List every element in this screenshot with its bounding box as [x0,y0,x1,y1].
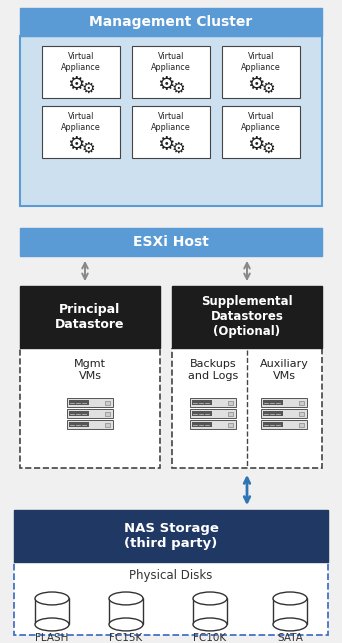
Bar [261,398,307,407]
Bar [67,409,113,418]
Text: Management Cluster: Management Cluster [89,15,253,29]
Bar [14,510,328,562]
Bar [273,599,307,624]
Text: Supplemental
Datastores
(Optional): Supplemental Datastores (Optional) [201,296,293,338]
Text: SATA: SATA [277,633,303,643]
Bar [105,412,110,415]
Bar [109,599,143,624]
Text: ⚙: ⚙ [81,80,95,96]
Text: ⚙: ⚙ [171,80,185,96]
Bar [190,409,236,418]
Bar [263,422,283,427]
Bar [172,286,322,348]
Ellipse shape [109,618,143,631]
Bar [192,400,212,405]
Text: ⚙: ⚙ [157,134,175,154]
Bar [228,401,233,404]
Bar [299,422,304,426]
Text: Virtual
Appliance: Virtual Appliance [61,113,101,132]
Bar [132,46,210,98]
Bar [42,106,120,158]
Bar [299,401,304,404]
Text: ⚙: ⚙ [157,75,175,93]
Bar [20,36,322,206]
Ellipse shape [273,592,307,605]
Bar [190,398,236,407]
Bar [67,398,113,407]
Ellipse shape [35,592,69,605]
Text: ⚙: ⚙ [81,141,95,156]
Bar [105,422,110,426]
Text: ESXi Host: ESXi Host [133,235,209,249]
Ellipse shape [273,618,307,631]
Text: ⚙: ⚙ [261,141,275,156]
Bar [261,420,307,429]
Bar [228,422,233,426]
Text: Principal
Datastore: Principal Datastore [55,303,125,331]
Text: ⚙: ⚙ [261,80,275,96]
Bar [42,46,120,98]
Text: Backups
and Logs: Backups and Logs [188,359,238,381]
Text: Virtual
Appliance: Virtual Appliance [241,52,281,72]
Bar [20,8,322,36]
Text: ⚙: ⚙ [67,75,85,93]
Text: Virtual
Appliance: Virtual Appliance [61,52,101,72]
Bar [192,411,212,416]
Text: NAS Storage
(third party): NAS Storage (third party) [123,522,219,550]
Bar [14,562,328,635]
Bar [222,46,300,98]
Bar [69,400,89,405]
Text: ⚙: ⚙ [247,134,265,154]
Bar [193,599,227,624]
Bar [172,348,322,468]
Text: ⚙: ⚙ [171,141,185,156]
Text: FC15K: FC15K [109,633,143,643]
Bar [69,411,89,416]
Text: FLASH: FLASH [35,633,69,643]
Bar [222,106,300,158]
Bar [263,411,283,416]
Bar [228,412,233,415]
Text: FC10K: FC10K [194,633,226,643]
Bar [105,401,110,404]
Text: Virtual
Appliance: Virtual Appliance [151,52,191,72]
Bar [20,228,322,256]
Bar [190,420,236,429]
Ellipse shape [193,618,227,631]
Bar [69,422,89,427]
Text: Auxiliary
VMs: Auxiliary VMs [260,359,308,381]
Ellipse shape [193,592,227,605]
Ellipse shape [109,592,143,605]
Bar [263,400,283,405]
Ellipse shape [35,618,69,631]
Bar [132,106,210,158]
Text: Physical Disks: Physical Disks [129,570,213,583]
Bar [261,409,307,418]
Text: Virtual
Appliance: Virtual Appliance [241,113,281,132]
Bar [35,599,69,624]
Bar [20,286,160,348]
Bar [192,422,212,427]
Text: Mgmt
VMs: Mgmt VMs [74,359,106,381]
Text: Virtual
Appliance: Virtual Appliance [151,113,191,132]
Text: ⚙: ⚙ [247,75,265,93]
Bar [20,348,160,468]
Bar [299,412,304,415]
Text: ⚙: ⚙ [67,134,85,154]
Bar [67,420,113,429]
